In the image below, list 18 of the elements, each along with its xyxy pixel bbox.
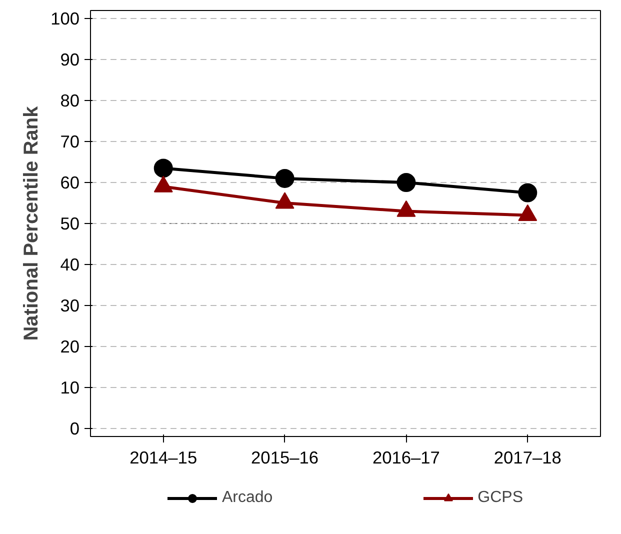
- legend-label: GCPS: [478, 488, 524, 508]
- legend-label: Arcado: [222, 488, 273, 508]
- y-tick-label: 80: [60, 90, 80, 111]
- y-tick-label: 0: [70, 418, 80, 438]
- y-tick-label: 20: [60, 336, 80, 356]
- x-tick-label: 2015–16: [251, 448, 319, 468]
- y-tick-label: 10: [60, 377, 80, 398]
- y-tick-label: 60: [60, 172, 80, 193]
- y-tick-label: 30: [60, 295, 80, 316]
- y-tick-label: 50: [60, 214, 80, 234]
- y-tick-label: 90: [60, 50, 80, 70]
- y-tick-label: 40: [60, 254, 80, 274]
- y-axis-title: National Percentile Rank: [20, 105, 43, 341]
- x-tick-label: 2016–17: [372, 448, 440, 468]
- y-tick-label: 100: [50, 8, 80, 29]
- y-tick-label: 70: [60, 132, 80, 152]
- x-tick-label: 2017–18: [494, 448, 562, 468]
- x-tick-label: 2014–15: [130, 448, 198, 468]
